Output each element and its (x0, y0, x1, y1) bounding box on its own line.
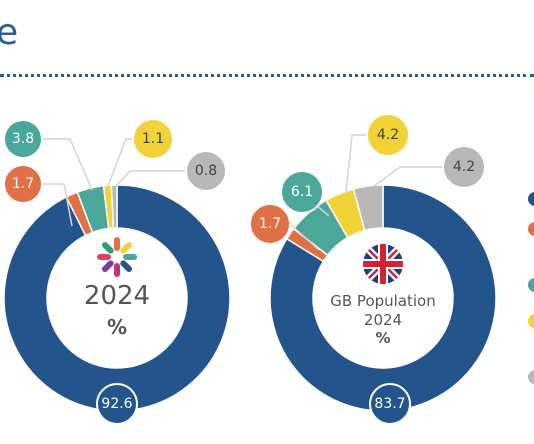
legend-marker-dark-blue (528, 192, 534, 206)
value-bubble (280, 170, 324, 214)
value-label: 3.8 (12, 131, 34, 147)
legend-marker-orange (528, 222, 534, 236)
legend-marker-teal (528, 278, 534, 292)
multicolor-star-logo-icon (97, 237, 137, 277)
value-bubble (249, 203, 291, 245)
leader-line (42, 138, 93, 191)
value-label: 6.1 (291, 184, 313, 200)
center-title: GB Population (330, 292, 436, 310)
donut-slice (269, 184, 497, 412)
value-bubble (3, 164, 43, 204)
center-unit: % (375, 329, 390, 347)
value-label: 4.2 (453, 159, 475, 175)
dotted-divider (0, 74, 534, 77)
value-bubble (185, 150, 227, 192)
donut-chart-1: 92.6 1.7 3.8 1.1 0.8 2024% (3, 118, 231, 425)
center-unit: % (107, 315, 127, 339)
leader-line (42, 183, 73, 227)
legend-marker-gray (528, 370, 534, 384)
center-year: 2024 (364, 311, 402, 329)
leader-line (289, 223, 320, 251)
leader-line (107, 138, 133, 187)
value-label: 0.8 (195, 163, 217, 179)
page-heading-fragment: e (0, 12, 19, 53)
leader-line (345, 134, 368, 194)
legend-marker-yellow (528, 314, 534, 328)
value-bubble (366, 113, 410, 157)
donut-slice (110, 184, 118, 229)
value-label: 4.2 (377, 127, 399, 143)
value-bubble (442, 145, 486, 189)
value-label: 92.6 (101, 396, 132, 412)
value-bubble (96, 383, 138, 425)
value-bubble (3, 119, 43, 159)
value-label: 1.7 (12, 176, 34, 192)
value-bubble (369, 383, 411, 425)
donut-slice (3, 184, 231, 412)
union-jack-flag-icon (363, 244, 403, 284)
value-label: 1.7 (259, 216, 281, 232)
value-bubble (132, 118, 174, 160)
leader-line (115, 170, 186, 187)
donut-slice (352, 184, 384, 232)
center-year: 2024 (84, 281, 150, 311)
value-label: 1.1 (142, 131, 164, 147)
value-label: 83.7 (374, 396, 405, 412)
leader-line (373, 166, 443, 187)
